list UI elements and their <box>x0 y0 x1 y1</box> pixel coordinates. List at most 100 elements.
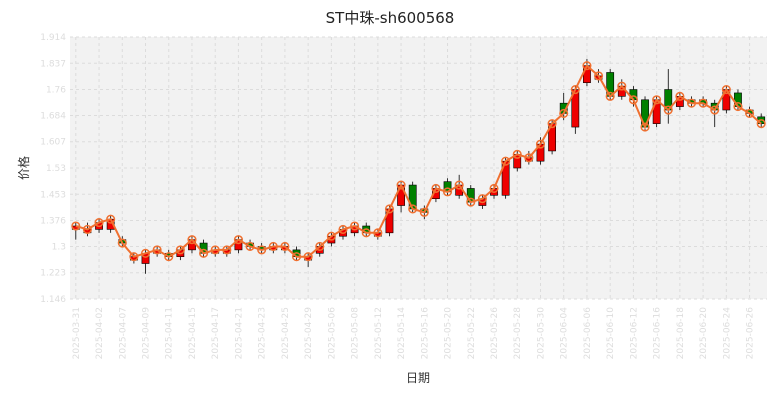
close-marker <box>303 252 313 262</box>
close-marker <box>106 214 116 224</box>
x-tick-label: 2025-05-08 <box>351 307 361 360</box>
x-tick-label: 2025-04-25 <box>281 307 291 359</box>
x-tick-label: 2025-06-12 <box>629 307 639 359</box>
chart-title: ST中珠-sh600568 <box>326 9 455 27</box>
close-marker <box>326 231 336 241</box>
close-marker <box>361 228 371 238</box>
y-tick-label: 1.146 <box>40 295 66 305</box>
x-tick-label: 2025-05-14 <box>397 307 407 360</box>
x-tick-label: 2025-05-22 <box>467 307 477 359</box>
close-marker <box>350 221 360 231</box>
y-tick-label: 1.607 <box>40 138 66 148</box>
x-tick-label: 2025-06-04 <box>560 307 570 360</box>
y-axis-label: 价格 <box>16 156 31 180</box>
close-marker <box>686 98 697 108</box>
close-marker <box>396 180 406 190</box>
x-tick-label: 2025-06-18 <box>676 307 686 360</box>
close-marker <box>652 95 662 105</box>
y-axis: 1.146 1.223 1.3 1.376 1.453 1.53 1.607 1.684 1.7… <box>40 33 66 305</box>
close-marker <box>524 153 534 163</box>
x-tick-label: 2025-06-26 <box>746 307 756 360</box>
x-tick-label: 2025-06-06 <box>583 307 593 360</box>
close-marker <box>559 108 569 118</box>
close-marker <box>164 252 174 262</box>
x-tick-label: 2025-04-07 <box>118 307 128 359</box>
close-marker <box>175 245 185 255</box>
close-marker <box>501 156 511 166</box>
close-marker <box>199 248 209 258</box>
y-tick-label: 1.684 <box>40 111 66 121</box>
close-marker <box>117 238 127 248</box>
y-tick-label: 1.3 <box>52 242 66 252</box>
x-tick-label: 2025-05-30 <box>536 307 546 360</box>
close-marker <box>94 218 104 228</box>
close-marker <box>442 187 453 197</box>
x-tick-label: 2025-04-17 <box>211 307 221 359</box>
y-tick-label: 1.837 <box>40 59 66 69</box>
x-tick-label: 2025-04-29 <box>304 307 314 360</box>
close-marker <box>675 91 685 101</box>
close-marker <box>512 149 522 159</box>
x-tick-label: 2025-05-26 <box>490 307 500 360</box>
close-marker <box>594 71 604 81</box>
close-marker <box>640 122 650 132</box>
x-tick-label: 2025-05-12 <box>374 307 384 359</box>
close-marker <box>291 252 302 262</box>
close-marker <box>408 204 418 214</box>
x-tick-label: 2025-06-10 <box>606 307 616 360</box>
x-tick-label: 2025-04-09 <box>142 307 152 360</box>
close-marker <box>733 102 743 112</box>
close-marker <box>535 139 546 149</box>
x-tick-label: 2025-06-24 <box>722 307 732 360</box>
x-tick-label: 2025-06-16 <box>653 307 663 360</box>
close-marker <box>245 241 255 252</box>
close-marker <box>268 241 278 252</box>
close-marker <box>489 183 499 194</box>
close-price-line <box>71 61 766 262</box>
y-tick-label: 1.53 <box>46 164 66 174</box>
close-marker <box>454 180 464 190</box>
close-marker <box>222 245 232 255</box>
close-marker <box>745 108 755 118</box>
close-marker <box>257 245 267 255</box>
close-marker <box>129 252 139 262</box>
close-marker <box>140 248 151 258</box>
x-tick-label: 2025-04-23 <box>258 307 268 359</box>
close-marker <box>605 91 615 101</box>
close-marker <box>82 224 92 234</box>
x-tick-label: 2025-04-21 <box>234 307 244 359</box>
close-marker <box>419 207 429 217</box>
close-marker <box>710 105 720 115</box>
close-marker <box>431 183 441 194</box>
close-marker <box>466 197 476 207</box>
y-tick-label: 1.223 <box>40 269 66 279</box>
close-marker <box>698 98 708 108</box>
x-tick-label: 2025-05-06 <box>327 307 337 360</box>
y-tick-label: 1.914 <box>40 33 66 43</box>
close-marker <box>233 235 243 245</box>
close-marker <box>582 61 592 71</box>
close-marker <box>570 84 580 95</box>
close-marker <box>71 221 81 231</box>
close-marker <box>617 81 627 91</box>
close-marker <box>756 119 766 129</box>
x-tick-label: 2025-05-28 <box>513 307 523 360</box>
x-tick-label: 2025-04-11 <box>165 307 175 359</box>
y-tick-label: 1.453 <box>40 190 66 200</box>
close-line <box>75 64 762 258</box>
close-marker <box>628 95 638 105</box>
x-tick-label: 2025-06-20 <box>699 307 709 360</box>
close-marker <box>384 204 395 214</box>
close-marker <box>338 224 348 234</box>
y-tick-label: 1.76 <box>46 86 66 96</box>
close-marker <box>280 241 290 252</box>
x-tick-label: 2025-05-20 <box>444 307 454 360</box>
close-marker <box>315 241 325 252</box>
close-marker <box>477 194 487 204</box>
close-marker <box>721 84 731 95</box>
close-marker <box>663 105 673 115</box>
x-tick-label: 2025-05-16 <box>420 307 430 360</box>
x-axis-label: 日期 <box>406 371 430 385</box>
x-tick-label: 2025-03-31 <box>72 307 82 359</box>
